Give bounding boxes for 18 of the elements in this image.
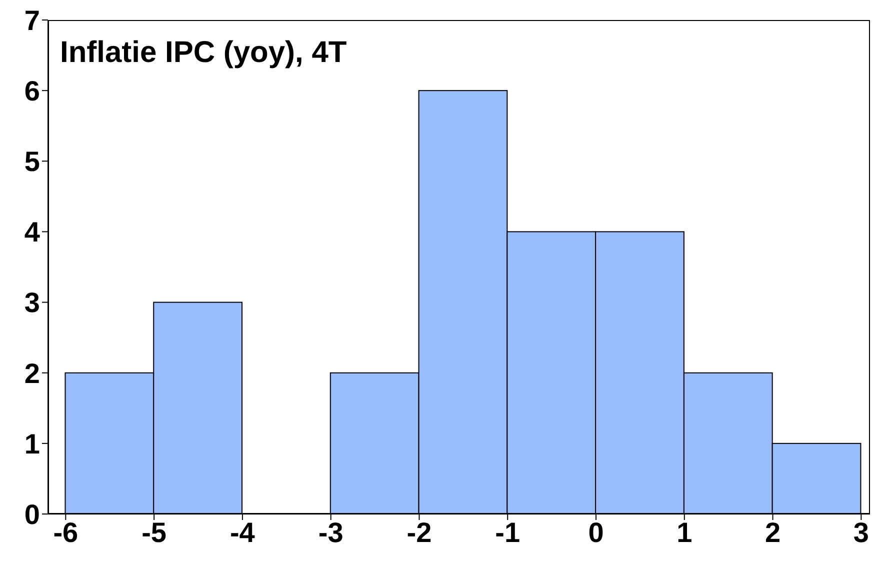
x-tick-label: 3 (853, 516, 869, 548)
y-tick-label: 1 (24, 428, 40, 460)
x-tick-label: -2 (406, 516, 432, 548)
x-tick-label: -5 (142, 516, 167, 548)
x-tick-label: -6 (53, 516, 78, 548)
y-tick-label: 6 (24, 76, 40, 107)
y-tick-label: 7 (24, 4, 40, 36)
y-tick-label: 4 (24, 216, 40, 248)
x-tick-label: 1 (676, 516, 692, 548)
x-tick-label: -3 (318, 516, 344, 548)
x-tick-label: 2 (764, 516, 781, 548)
text: Inflatie IPC (yoy), 4T (60, 36, 347, 70)
y-tick-label: 3 (24, 287, 40, 318)
x-tick-label: -1 (495, 516, 520, 548)
y-tick-label: 5 (24, 146, 40, 178)
x-tick-label: -4 (230, 516, 256, 548)
y-tick-label: 2 (24, 358, 40, 389)
x-tick-label: 0 (588, 516, 604, 548)
